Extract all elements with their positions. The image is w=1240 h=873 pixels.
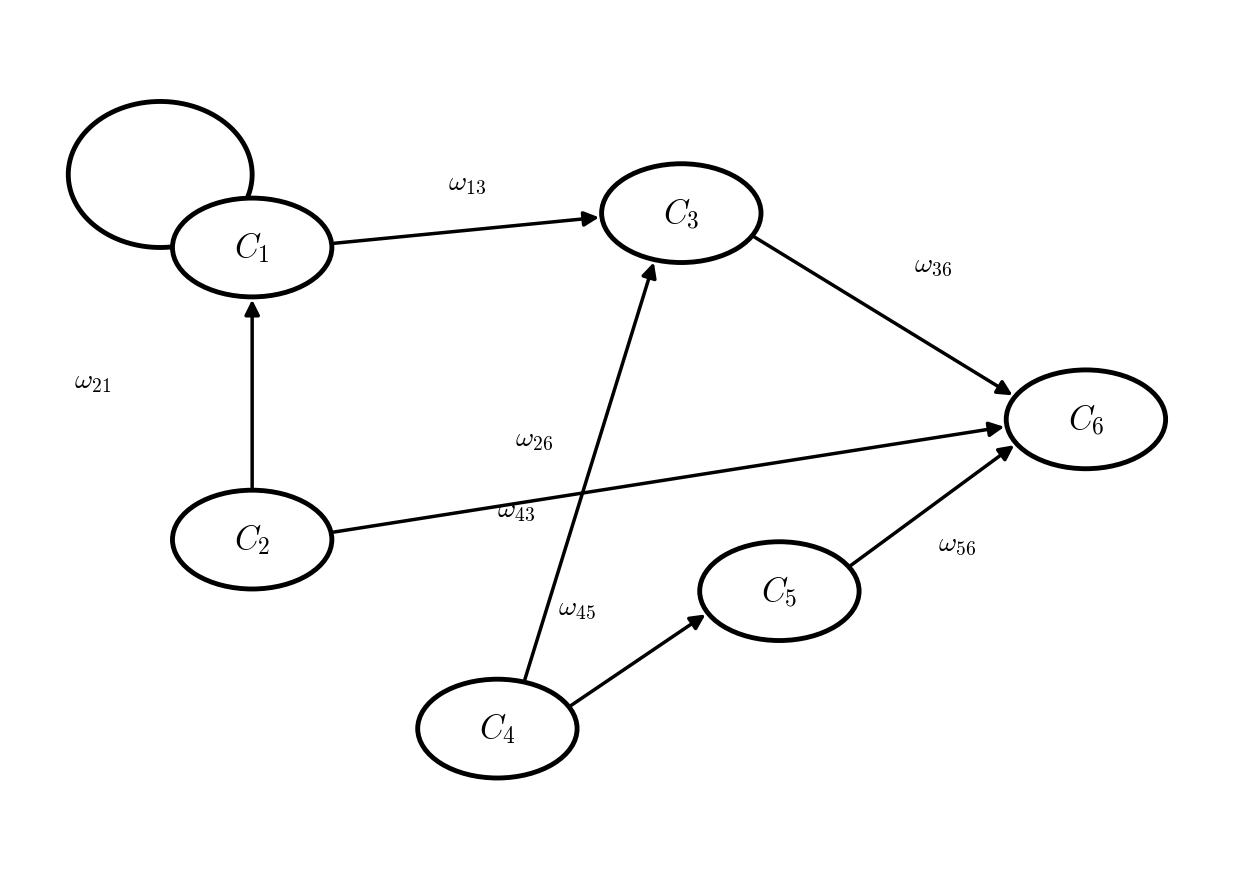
Text: $\omega_{43}$: $\omega_{43}$	[497, 496, 534, 524]
Ellipse shape	[418, 679, 577, 778]
Text: $C_6$: $C_6$	[1068, 402, 1104, 436]
Ellipse shape	[172, 198, 332, 297]
Text: $C_3$: $C_3$	[663, 196, 699, 230]
Text: $C_2$: $C_2$	[234, 522, 270, 557]
Ellipse shape	[1006, 370, 1166, 469]
Text: $\omega_{13}$: $\omega_{13}$	[448, 169, 486, 197]
Ellipse shape	[601, 164, 761, 263]
Text: $\omega_{21}$: $\omega_{21}$	[74, 367, 112, 395]
Text: $\omega_{36}$: $\omega_{36}$	[914, 251, 951, 278]
Text: $\omega_{56}$: $\omega_{56}$	[939, 530, 976, 558]
Ellipse shape	[699, 542, 859, 641]
Text: $\omega_{26}$: $\omega_{26}$	[515, 425, 553, 453]
Text: $C_1$: $C_1$	[234, 230, 270, 265]
Text: $C_4$: $C_4$	[479, 711, 516, 746]
Ellipse shape	[172, 491, 332, 589]
Text: $C_5$: $C_5$	[761, 574, 797, 608]
Text: $\omega_{45}$: $\omega_{45}$	[558, 595, 596, 622]
